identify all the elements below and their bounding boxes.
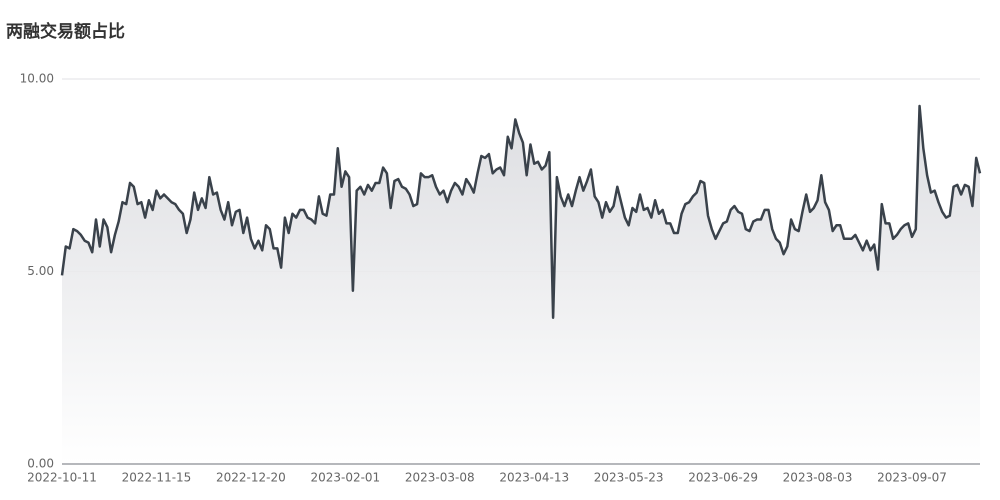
y-tick-label: 0.00 [27,457,54,471]
area [62,105,980,464]
x-tick-label: 2023-08-03 [783,471,853,485]
x-tick-label: 2023-06-29 [688,471,758,485]
x-tick-label: 2022-10-11 [27,471,97,485]
x-tick-label: 2022-12-20 [216,471,286,485]
x-tick-label: 2023-03-08 [405,471,475,485]
x-tick-label: 2023-04-13 [499,471,569,485]
x-tick-label: 2022-11-15 [122,471,192,485]
line [60,104,982,319]
x-tick-label: 2023-05-23 [594,471,664,485]
x-tick-label: 2023-02-01 [310,471,380,485]
x-tick-label: 2023-09-07 [877,471,947,485]
chart-title: 两融交易额占比 [6,21,125,42]
y-tick-label: 10.00 [20,72,54,86]
y-tick-label: 5.00 [27,264,54,278]
